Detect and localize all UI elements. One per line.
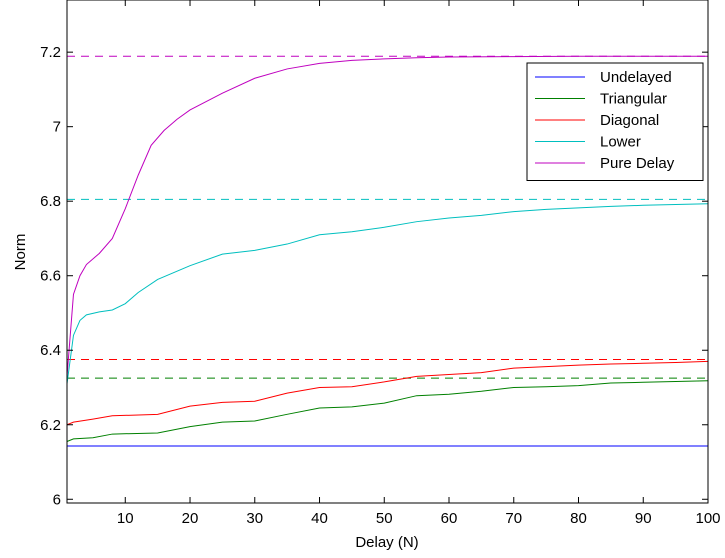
legend-box [526,62,704,181]
legend-label-undelayed: Undelayed [600,69,672,86]
legend-label-triangular: Triangular [600,91,667,108]
diagonal-series-line [66,360,709,426]
y-axis-title: Norm [12,234,29,271]
lower-series-line [66,203,709,384]
ticks-layer: 10 20 30 40 50 60 70 80 90 100 6 6.2 6.4 6.6 6.8 7 7.2 [40,0,721,527]
x-tick-label: 80 [570,510,587,527]
legend-label-pure-delay: Pure Delay [600,155,675,172]
x-tick-label: 30 [246,510,263,527]
pure-delay-series-line [66,55,708,377]
x-tick-label: 50 [376,510,393,527]
x-tick-label: 10 [117,510,134,527]
x-tick-label: 20 [182,510,199,527]
series-layer [66,55,709,447]
x-tick-label: 90 [635,510,652,527]
y-tick-label: 6.4 [40,342,61,359]
x-tick-label: 100 [695,510,720,527]
legend-label-lower: Lower [600,134,641,151]
x-tick-label: 70 [505,510,522,527]
legend: Undelayed Triangular Diagonal Lower Pure Del… [526,62,704,181]
y-tick-label: 6.2 [40,417,61,434]
y-tick-label: 6 [53,491,61,508]
plot-frame [66,0,709,504]
y-tick-label: 7 [53,119,61,136]
x-axis-title: Delay (N) [355,534,418,551]
axes-layer [66,0,709,504]
x-tick-label: 40 [311,510,328,527]
y-tick-label: 7.2 [40,44,61,61]
legend-label-diagonal: Diagonal [600,112,659,129]
y-tick-label: 6.8 [40,193,61,210]
triangular-series-line [66,380,709,442]
x-tick-label: 60 [441,510,458,527]
y-tick-label: 6.6 [40,268,61,285]
